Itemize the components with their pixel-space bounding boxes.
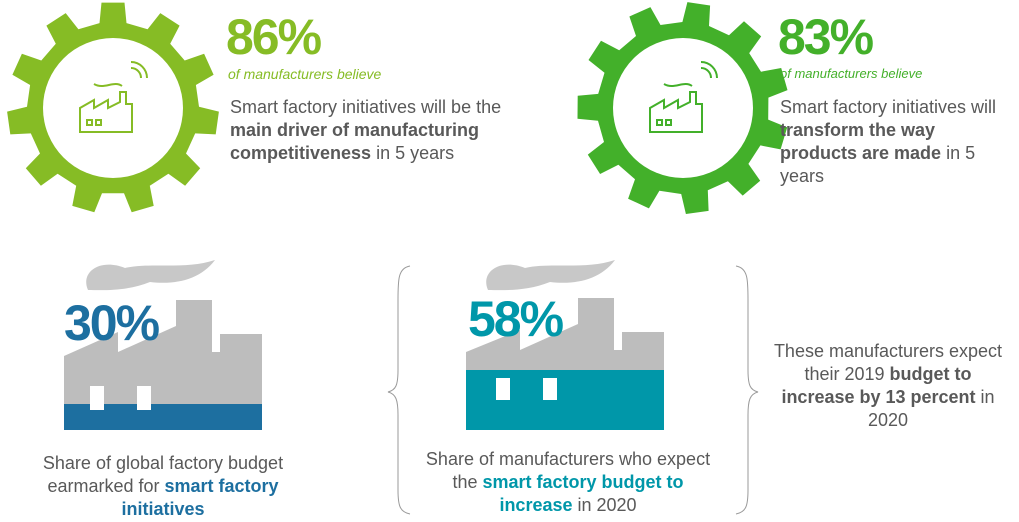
text-segment: in 5 years — [371, 143, 455, 163]
text-segment: Smart factory initiatives will — [780, 97, 997, 117]
factory-icon — [649, 61, 718, 133]
text-segment: These manufacturers expect their 2019 — [773, 341, 1003, 384]
stat-value: 30% — [64, 295, 160, 351]
stat-text: Smart factory initiatives will be the ma… — [230, 96, 515, 165]
stat-value: 86% — [226, 9, 322, 65]
factory-illustration — [64, 260, 262, 430]
stat-value: 83% — [778, 9, 874, 65]
text-segment: main driver of manufacturing competitive… — [230, 120, 480, 163]
text-segment: in 2020 — [572, 495, 637, 515]
stat-text: Smart factory initiatives will transform… — [780, 96, 1016, 188]
brace — [735, 265, 759, 515]
stat-subtitle: of manufacturers believe — [228, 66, 382, 82]
stat-subtitle: of manufacturers believe — [780, 66, 923, 81]
text-segment: budget to increase by 13 percent — [781, 364, 976, 407]
stat-text: Share of global factory budget earmarked… — [8, 452, 318, 521]
text-segment: Share of manufacturers who expect the — [425, 449, 711, 492]
stat-text: Share of manufacturers who expect the sm… — [418, 448, 718, 517]
note-text: These manufacturers expect their 2019 bu… — [770, 340, 1006, 432]
text-segment: transform the way products are made — [780, 120, 942, 163]
gear-hole — [613, 38, 753, 178]
factory-illustration — [466, 260, 664, 430]
gear-hole — [43, 38, 183, 178]
gears — [7, 2, 788, 214]
stat-value: 58% — [468, 291, 564, 347]
text-segment: in 5 years — [780, 143, 976, 186]
factory-icon — [79, 61, 148, 133]
brace — [387, 265, 411, 515]
text-segment: in 2020 — [867, 387, 995, 430]
text-segment: smart factory budget to increase — [482, 472, 684, 515]
text-segment: smart factory initiatives — [121, 476, 279, 519]
text-segment: Smart factory initiatives will be the — [230, 97, 502, 117]
text-segment: Share of global factory budget earmarked… — [42, 453, 284, 496]
